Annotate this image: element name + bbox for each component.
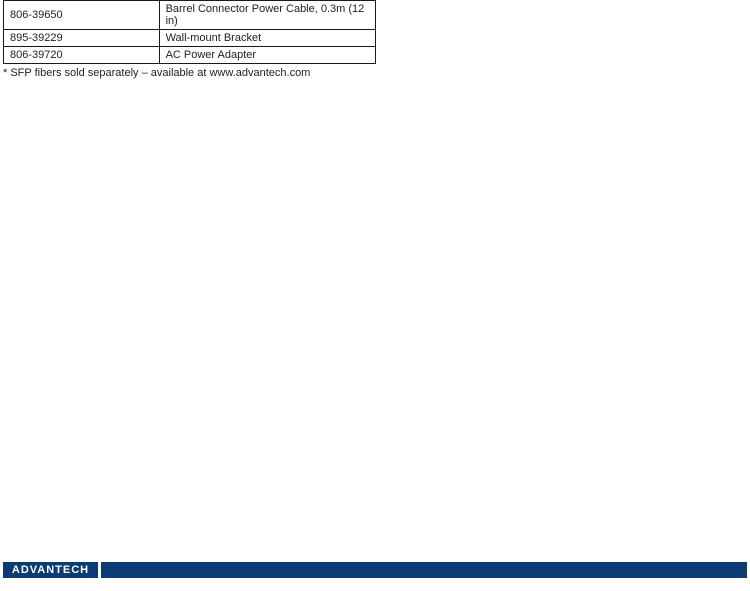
table-row: 895-39229 Wall-mount Bracket [4,30,376,47]
sku-cell: 895-39229 [4,30,160,47]
desc-cell: AC Power Adapter [159,47,375,64]
footer-bar: ADVANTECH [3,562,747,578]
table-row: 806-39650 Barrel Connector Power Cable, … [4,1,376,30]
page-content: 806-39650 Barrel Connector Power Cable, … [0,0,750,79]
sku-cell: 806-39650 [4,1,160,30]
sku-cell: 806-39720 [4,47,160,64]
desc-cell: Barrel Connector Power Cable, 0.3m (12 i… [159,1,375,30]
footer-rest [101,562,747,578]
parts-table: 806-39650 Barrel Connector Power Cable, … [3,0,376,64]
desc-cell: Wall-mount Bracket [159,30,375,47]
footer-logo-text: ADVANTECH [12,564,89,576]
table-row: 806-39720 AC Power Adapter [4,47,376,64]
footnote-text: * SFP fibers sold separately – available… [3,67,750,79]
footer-logo: ADVANTECH [3,562,98,578]
